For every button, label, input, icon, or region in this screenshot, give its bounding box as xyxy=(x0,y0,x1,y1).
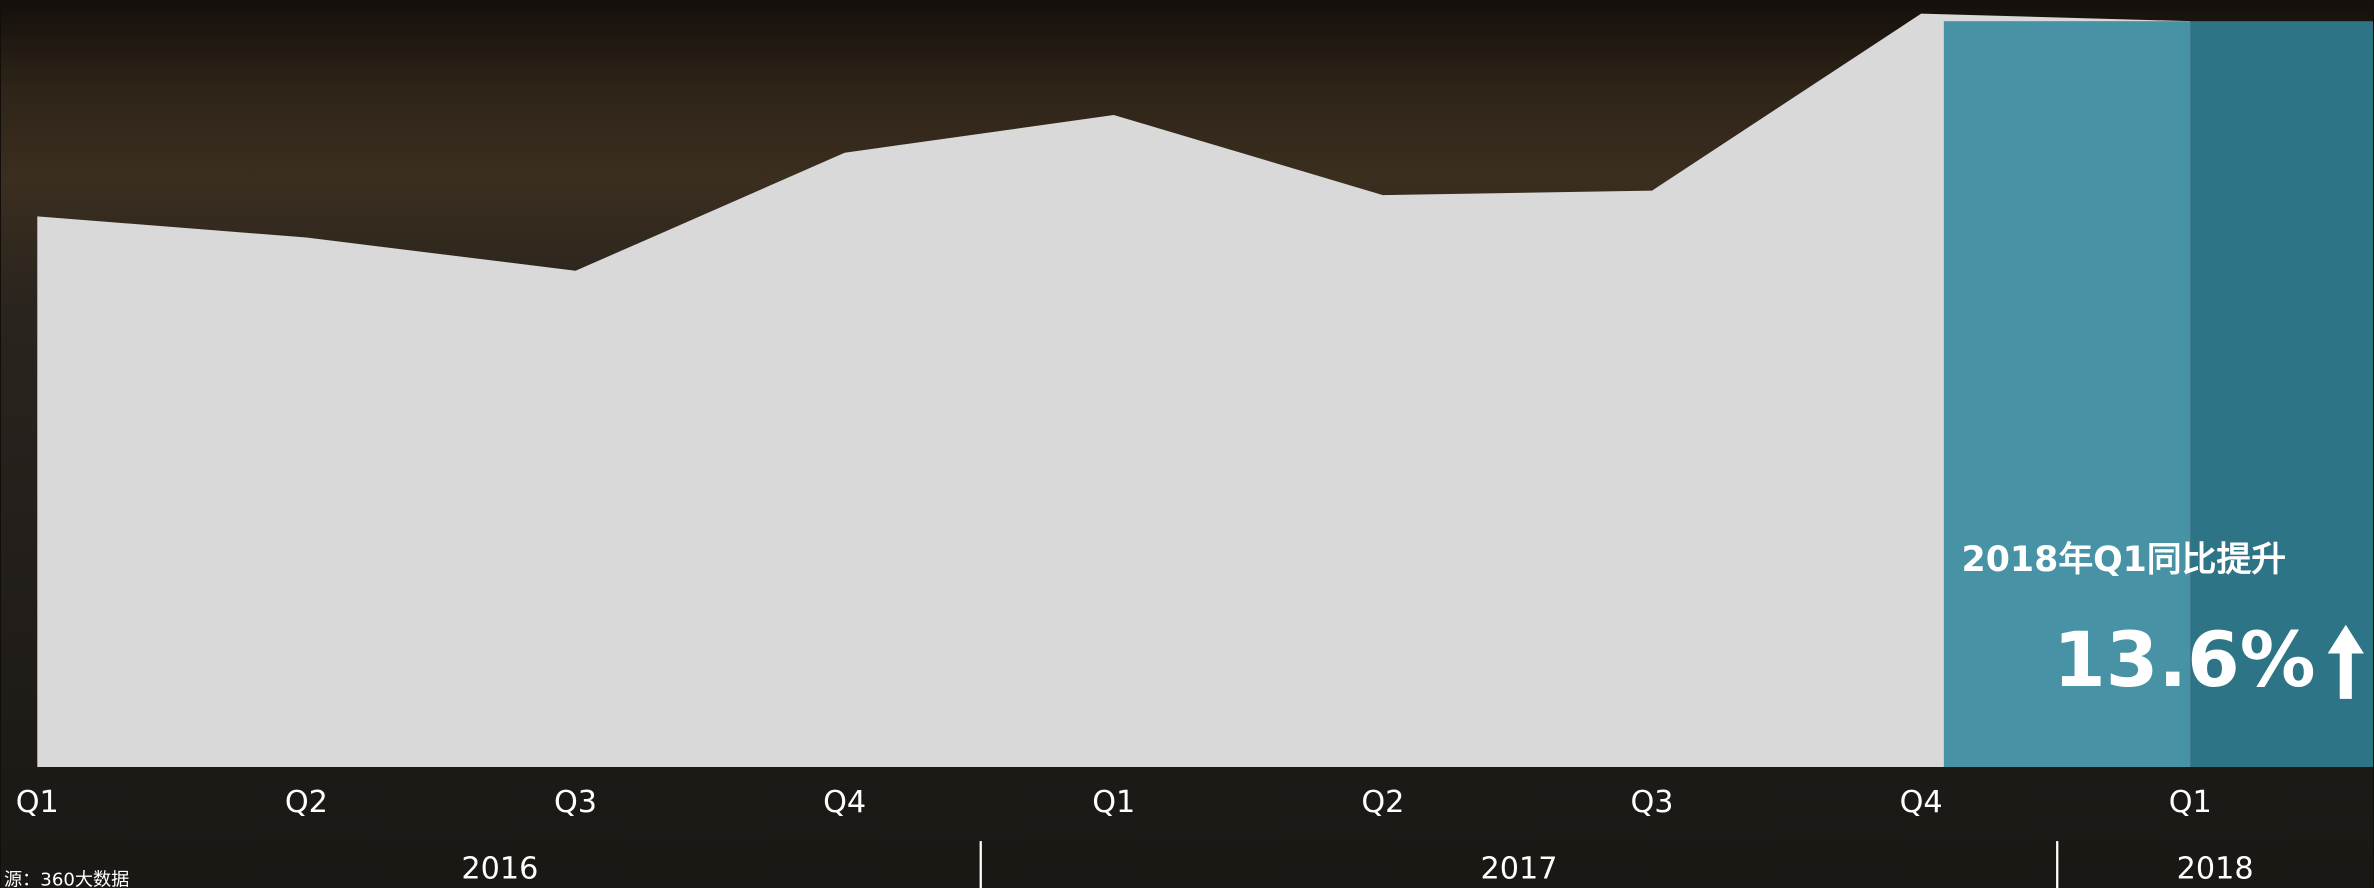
group-label: 2016 xyxy=(461,851,538,886)
highlight-title: 2018年Q1同比提升 xyxy=(1962,540,2286,580)
x-tick-label: Q2 xyxy=(1361,785,1404,820)
highlight-panel xyxy=(1943,21,2191,767)
x-tick-label: Q2 xyxy=(285,785,328,820)
x-tick-label: Q4 xyxy=(1900,785,1943,820)
x-tick-label: Q1 xyxy=(2169,785,2212,820)
x-tick-label: Q4 xyxy=(823,785,866,820)
area xyxy=(37,13,2191,767)
group-label: 2018 xyxy=(2177,851,2254,886)
x-tick-label: Q1 xyxy=(1092,785,1135,820)
x-tick-label: Q1 xyxy=(16,785,59,820)
source-note: 源：360大数据 xyxy=(4,869,129,888)
x-tick-label: Q3 xyxy=(554,785,597,820)
group-label: 2017 xyxy=(1480,851,1557,886)
highlight-value: 13.6% xyxy=(2053,616,2315,704)
x-tick-label: Q3 xyxy=(1630,785,1673,820)
up-arrow xyxy=(2327,624,2364,699)
